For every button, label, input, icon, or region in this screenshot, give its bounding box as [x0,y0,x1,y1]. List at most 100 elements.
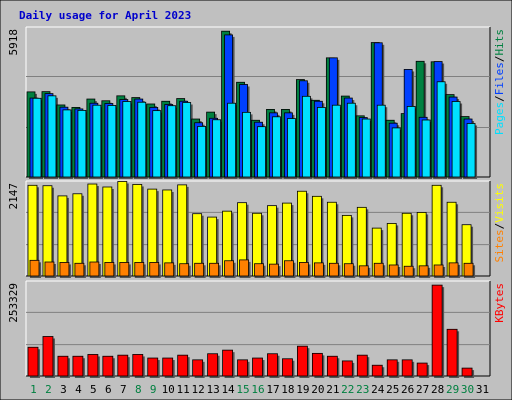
pages-bar [361,118,371,178]
legend-files: Files [493,62,506,95]
sites-bar [299,262,309,277]
day-17-bars [267,353,280,378]
x-tick-label: 5 [90,383,97,396]
x-tick-label: 18 [281,383,294,396]
day-17-bars [267,205,281,278]
pages-bar [47,95,57,178]
day-23-bars [355,115,373,179]
day-2-bars [42,336,55,378]
day-3-bars [57,195,71,278]
day-10-bars [162,189,176,278]
day-26-bars [400,69,418,179]
day-5-bars [87,183,101,278]
pages-bar [167,105,177,178]
kbytes-bar [267,353,278,377]
x-tick-label: 7 [120,383,127,396]
day-30-bars [461,224,476,278]
day-3-bars [56,104,73,179]
sites-bar [284,260,294,277]
day-11-bars [177,354,190,378]
legend-separator: / [493,56,506,63]
day-26-bars [401,212,416,278]
x-tick-label: 29 [446,383,459,396]
x-tick-label: 27 [416,383,429,396]
x-tick-label: 14 [221,383,235,396]
sites-bar [59,262,70,277]
sites-bar [89,261,100,277]
day-17-bars [266,109,283,179]
x-tick-label: 19 [296,383,309,396]
pages-bar [122,101,132,178]
x-tick-label: 30 [461,383,474,396]
day-26-bars [401,359,415,378]
kbytes-bar [431,284,443,377]
x-tick-label: 23 [356,383,369,396]
legend: Pages/Files/Hits [493,29,506,135]
day-28-bars [431,184,446,278]
day-16-bars [251,119,268,179]
day-28-bars [431,284,445,378]
y-axis-max-label: 2147 [7,183,20,210]
day-21-bars [325,57,343,179]
day-22-bars [341,214,356,278]
day-7-bars [117,354,130,378]
pages-bar [391,127,401,178]
x-tick-label: 26 [401,383,414,396]
kbytes-bar [42,336,54,377]
day-29-bars [446,201,461,278]
day-6-bars [102,186,116,278]
day-12-bars [191,118,208,179]
kbytes-bar [222,349,233,377]
day-9-bars [147,188,161,278]
day-22-bars [340,95,358,179]
pages-bar [331,104,341,178]
kbytes-bar [341,360,353,377]
x-tick-label: 16 [251,383,264,396]
day-30-bars [461,367,475,378]
day-4-bars [72,193,86,278]
x-tick-label: 24 [371,383,385,396]
visits-bar [431,184,442,277]
sites-bar [44,261,55,277]
sites-bar [194,262,205,277]
pages-bar [287,118,296,178]
pages-bar [242,111,251,178]
kbytes-bar [57,355,69,377]
day-12-bars [192,359,205,378]
day-14-bars [222,349,235,378]
day-7-bars [117,181,131,278]
day-2-bars [41,91,58,179]
sites-bar [373,262,384,277]
x-tick-label: 6 [105,383,112,396]
x-tick-label: 12 [192,383,205,396]
day-18-bars [281,109,298,179]
sites-bar [164,262,175,277]
day-7-bars [116,95,133,179]
pages-bar [436,81,446,178]
day-18-bars [282,202,296,278]
day-4-bars [71,107,88,179]
pages-bar [421,119,431,178]
day-6-bars [101,100,118,179]
day-5-bars [87,354,100,378]
kbytes-bar [72,355,84,377]
panel-kbytes: 253329 KBytes [7,280,506,378]
sites-bar [239,259,249,277]
kbytes-bar [282,358,293,377]
pages-bar [466,123,476,178]
pages-bar [32,97,42,178]
visits-bar [177,184,188,277]
kbytes-bar [311,352,323,377]
pages-bar [406,106,416,178]
day-24-bars [371,227,386,278]
pages-bar [152,110,162,178]
day-5-bars [86,98,103,179]
day-23-bars [356,206,371,278]
x-axis-day-labels: 1 2 3 4 5 6 7 8 9 10 11 12 13 14 15 16 17 18 19 20 21 22 23 24 2… [30,383,489,396]
sites-bar [358,265,369,277]
x-tick-label: 1 [30,383,37,396]
kbytes-bar [87,354,99,377]
pages-bar [62,109,72,178]
y-axis-max-label: 5918 [7,29,20,56]
